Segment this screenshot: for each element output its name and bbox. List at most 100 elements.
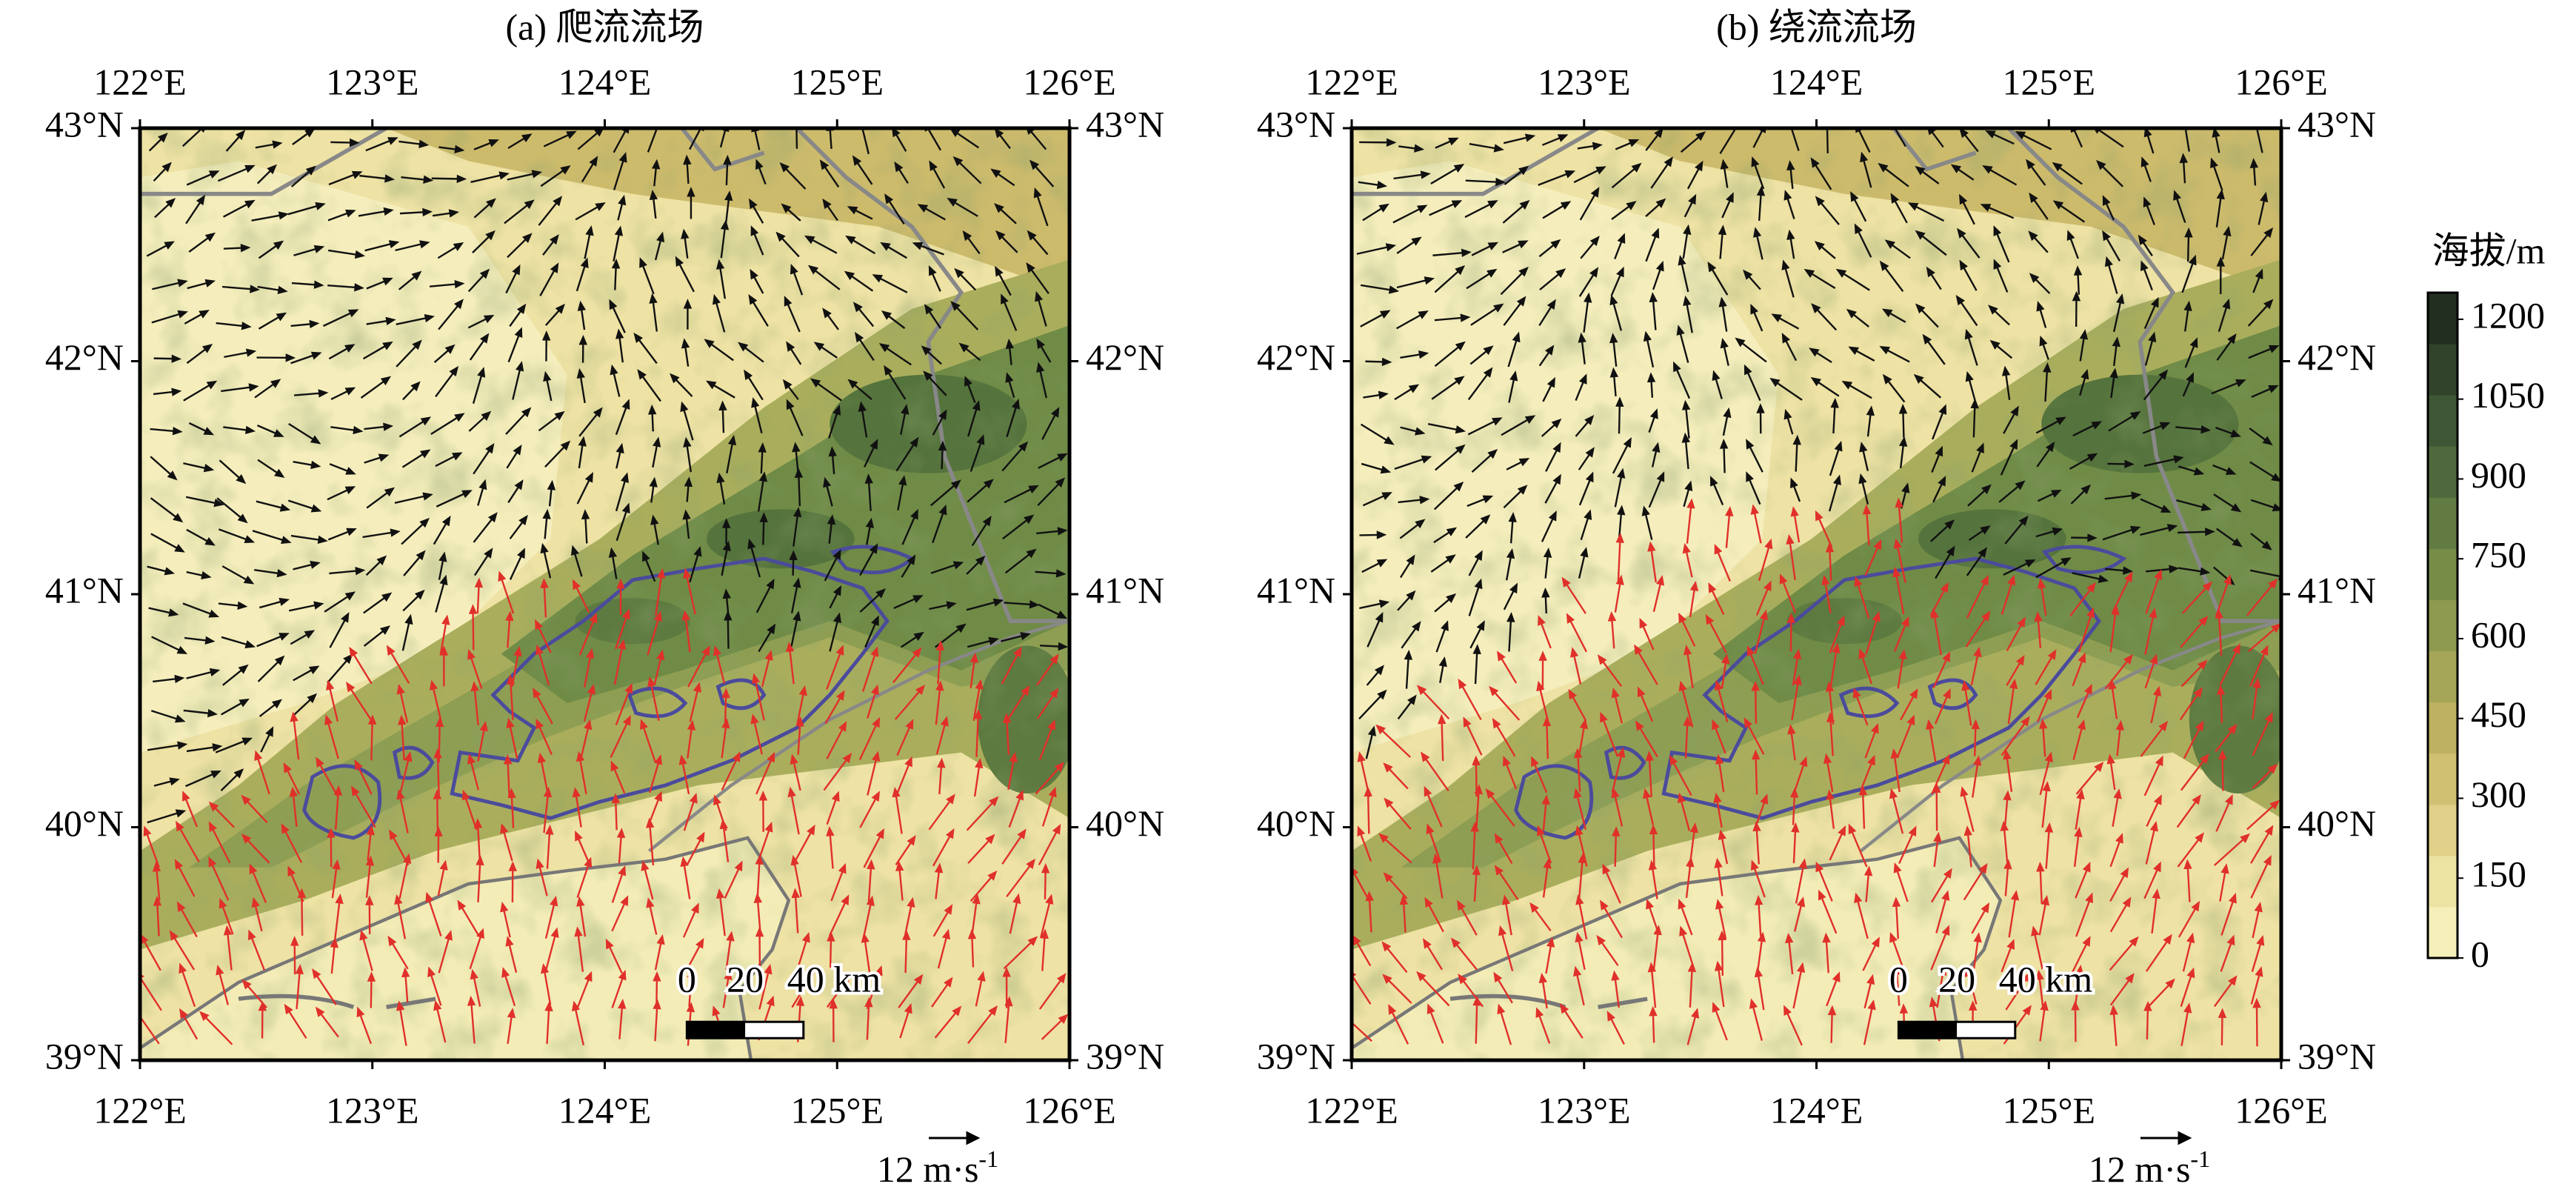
wind-arrow bbox=[366, 277, 393, 290]
wind-arrow bbox=[1583, 292, 1592, 333]
wind-arrow bbox=[1959, 259, 1978, 291]
wind-arrow bbox=[1504, 165, 1529, 185]
wind-arrow bbox=[975, 971, 986, 1007]
wind-arrow bbox=[1651, 442, 1661, 468]
wind-arrow bbox=[154, 198, 176, 219]
wind-arrow bbox=[1971, 719, 1980, 756]
wind-arrow bbox=[1003, 936, 1038, 970]
wind-arrow bbox=[2221, 225, 2232, 260]
wind-arrow bbox=[1450, 937, 1478, 971]
wind-arrow bbox=[2029, 192, 2049, 220]
wind-arrow bbox=[1568, 688, 1587, 722]
wind-arrow bbox=[755, 159, 767, 185]
wind-arrow bbox=[972, 679, 984, 721]
wind-arrow bbox=[571, 1000, 585, 1046]
wind-arrow bbox=[2109, 367, 2118, 399]
wind-arrow bbox=[1680, 131, 1706, 153]
wind-arrow bbox=[938, 440, 947, 470]
wind-arrow bbox=[176, 901, 198, 938]
wind-arrow bbox=[1401, 621, 1421, 649]
wind-arrow bbox=[1365, 357, 1392, 367]
wind-arrow bbox=[1708, 582, 1725, 615]
x-tick-label: 125°E bbox=[2002, 1089, 2095, 1131]
wind-arrow bbox=[581, 156, 598, 183]
wind-arrow bbox=[861, 646, 879, 692]
wind-arrow bbox=[1612, 826, 1621, 867]
wind-arrow bbox=[859, 588, 887, 613]
wind-arrow bbox=[755, 751, 775, 795]
wind-arrow bbox=[2075, 861, 2091, 899]
wind-arrow bbox=[894, 685, 926, 720]
wind-arrow bbox=[898, 974, 924, 1008]
wind-arrow bbox=[429, 279, 465, 289]
wind-arrow bbox=[822, 198, 838, 222]
wind-arrow bbox=[2003, 790, 2012, 830]
wind-arrow bbox=[1538, 299, 1556, 327]
wind-arrow bbox=[924, 304, 941, 329]
wind-arrow bbox=[1612, 437, 1632, 474]
wind-arrow bbox=[1681, 399, 1691, 439]
wind-arrow bbox=[323, 309, 359, 327]
wind-arrow bbox=[712, 293, 726, 333]
wind-arrow bbox=[2038, 718, 2048, 757]
wind-arrow bbox=[469, 333, 490, 361]
wind-arrow bbox=[2003, 749, 2013, 792]
wind-arrow bbox=[1754, 609, 1768, 654]
wind-arrow bbox=[1542, 858, 1552, 898]
wind-arrow bbox=[1860, 754, 1875, 791]
wind-arrow bbox=[1432, 853, 1444, 899]
wind-arrow bbox=[544, 895, 558, 939]
wind-arrow bbox=[2035, 969, 2044, 1008]
wind-arrow bbox=[1751, 156, 1765, 190]
wind-arrow bbox=[823, 476, 833, 507]
wind-arrow bbox=[223, 199, 256, 218]
wind-arrow bbox=[758, 442, 767, 474]
wind-arrow bbox=[723, 154, 732, 185]
wind-arrow bbox=[1963, 862, 1988, 901]
wind-arrow bbox=[1779, 573, 1797, 613]
wind-arrow bbox=[958, 342, 981, 362]
wind-arrow bbox=[2250, 966, 2263, 1005]
wind-arrow bbox=[793, 507, 802, 547]
wind-arrow bbox=[757, 471, 767, 512]
wind-arrow bbox=[1506, 611, 1515, 652]
y-tick-label: 42°N bbox=[1086, 336, 1164, 378]
wind-arrow bbox=[328, 249, 366, 259]
wind-arrow bbox=[1008, 789, 1024, 828]
wind-arrow bbox=[2249, 427, 2273, 446]
wind-arrow bbox=[574, 926, 584, 972]
wind-arrow bbox=[1966, 547, 1987, 576]
wind-arrow bbox=[971, 516, 992, 547]
wind-arrow bbox=[174, 859, 196, 897]
wind-arrow bbox=[252, 530, 292, 545]
wind-arrow bbox=[1570, 647, 1582, 685]
wind-arrow bbox=[932, 904, 953, 937]
wind-arrow bbox=[572, 787, 582, 828]
wind-arrow bbox=[509, 548, 525, 580]
wind-arrow bbox=[2180, 615, 2209, 648]
wind-arrow bbox=[1950, 164, 1975, 181]
colorbar-tick-label: 300 bbox=[2471, 774, 2526, 815]
wind-arrow bbox=[1503, 133, 1536, 144]
wind-arrow bbox=[1882, 373, 1906, 403]
wind-arrow bbox=[952, 156, 982, 184]
wind-arrow bbox=[794, 468, 804, 507]
wind-arrow bbox=[1383, 872, 1408, 899]
y-tick-label: 41°N bbox=[1086, 569, 1164, 611]
wind-arrow bbox=[1746, 471, 1761, 505]
wind-arrow bbox=[1683, 295, 1693, 333]
colorbar-band bbox=[2428, 344, 2457, 396]
wind-arrow bbox=[1545, 442, 1561, 472]
wind-arrow bbox=[1434, 341, 1466, 367]
wind-arrow bbox=[2250, 855, 2272, 899]
wind-arrow bbox=[182, 791, 198, 828]
wind-arrow bbox=[1792, 962, 1806, 1009]
reference-arrow bbox=[929, 1131, 981, 1145]
wind-arrow bbox=[1705, 613, 1727, 653]
wind-arrow bbox=[721, 518, 731, 545]
wind-arrow bbox=[1404, 649, 1413, 689]
wind-arrow bbox=[1466, 495, 1494, 508]
wind-arrow bbox=[995, 230, 1018, 253]
wind-arrow bbox=[2070, 484, 2092, 505]
